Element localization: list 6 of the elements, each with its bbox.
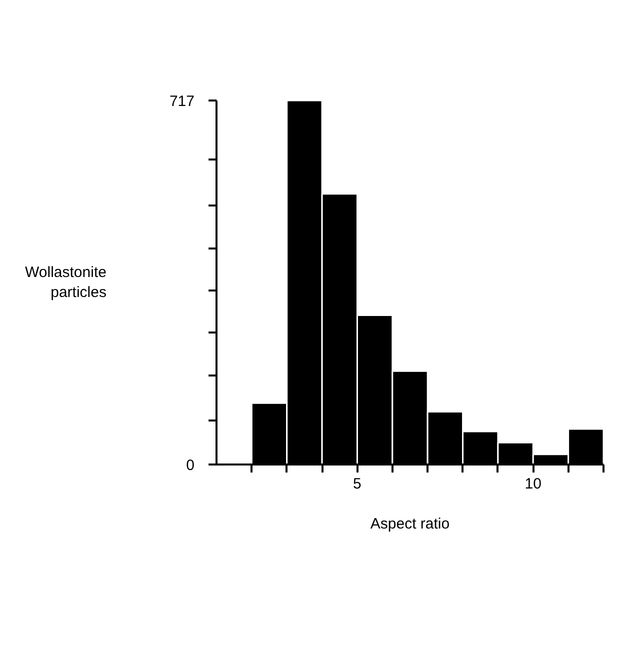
y-axis-title: Wollastonite particles [25,264,106,302]
y-tick-label: 717 [169,93,195,110]
x-tick-label: 10 [524,476,542,492]
x-axis-title: Aspect ratio [370,516,450,532]
y-tick-label: 0 [186,457,194,474]
x-tick-label: 5 [353,476,362,492]
